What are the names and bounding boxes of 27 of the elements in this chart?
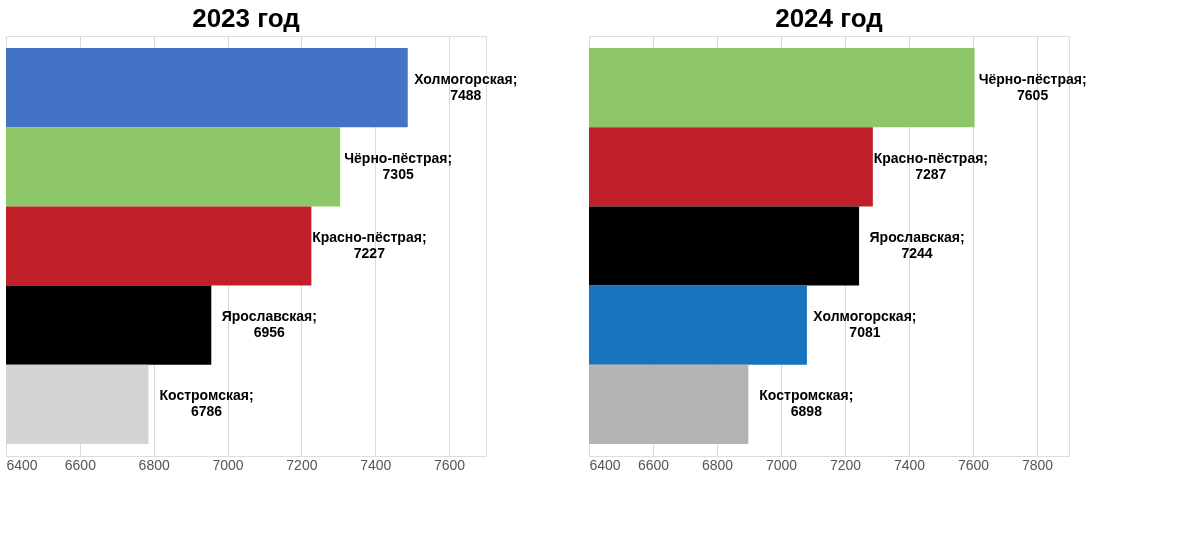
x-tick-label: 7000 [212,456,244,473]
data-label: Холмогорская; 7081 [813,308,917,341]
x-tick-label: 7400 [360,456,392,473]
x-tick-label: 7800 [1021,456,1054,473]
data-label: Холмогорская; 7488 [414,70,518,103]
chart-title: 2024 год [775,3,884,33]
x-tick-label: 6800 [701,456,734,473]
x-tick-label: 6800 [138,456,170,473]
x-tick-label: 7000 [765,456,798,473]
data-label: Чёрно-пёстрая; 7605 [978,70,1087,103]
x-tick-label: 6600 [637,456,670,473]
data-label: Ярославская; 6956 [221,308,317,341]
x-tick-label: 7200 [829,456,862,473]
x-tick-label: 6400 [6,456,38,473]
x-tick-label: 7600 [957,456,990,473]
x-tick-label: 6400 [589,456,621,473]
x-tick-label: 7400 [893,456,926,473]
data-label: Чёрно-пёстрая; 7305 [344,149,453,182]
data-label: Красно-пёстрая; 7227 [312,229,427,261]
x-tick-label: 6600 [64,456,97,473]
data-label: Костромская; 6898 [759,387,854,420]
data-label: Ярославская; 7244 [869,229,965,261]
x-tick-label: 7200 [286,456,318,473]
data-label: Костромская; 6786 [159,387,254,420]
x-tick-label: 7600 [434,456,466,473]
chart-title: 2023 год [192,3,301,33]
data-label: Красно-пёстрая; 7287 [873,149,989,182]
